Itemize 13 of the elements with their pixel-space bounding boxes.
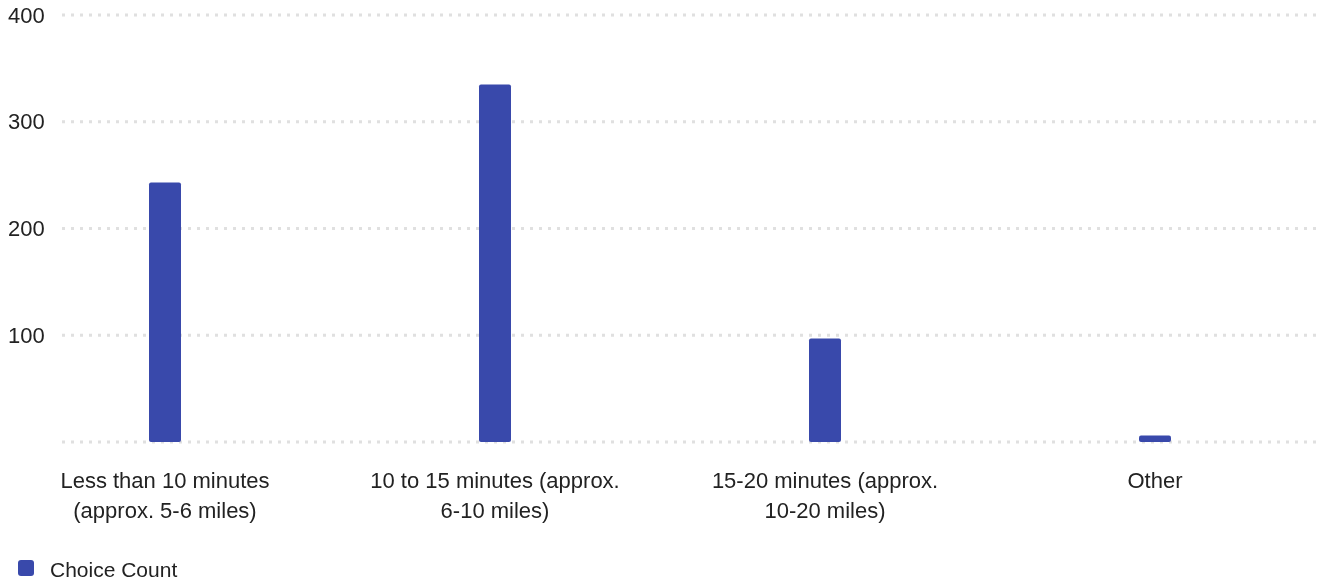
x-tick-label: 10 to 15 minutes (approx. 6-10 miles) — [370, 468, 620, 523]
bar — [1139, 435, 1171, 442]
y-tick-label: 300 — [8, 109, 45, 135]
bar — [809, 338, 841, 442]
bar — [149, 182, 181, 442]
x-tick-label: Less than 10 minutes (approx. 5-6 miles) — [60, 468, 270, 523]
y-tick-label: 200 — [8, 216, 45, 242]
bar — [479, 84, 511, 442]
y-tick-label: 400 — [8, 2, 45, 28]
x-tick-label: Other — [1127, 468, 1183, 493]
legend-label: Choice Count — [50, 558, 178, 581]
x-tick-label: 15-20 minutes (approx. 10-20 miles) — [711, 468, 939, 523]
y-tick-label: 100 — [8, 322, 45, 348]
